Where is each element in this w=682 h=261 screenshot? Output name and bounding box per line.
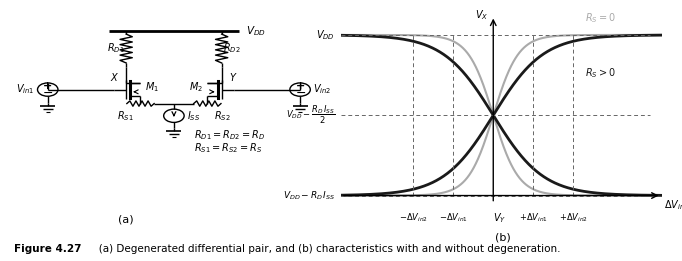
Text: $R_{S2}$: $R_{S2}$	[214, 109, 231, 123]
Text: $V_{DD}$: $V_{DD}$	[316, 28, 335, 42]
Text: $V_{DD}$: $V_{DD}$	[246, 24, 265, 38]
Text: $-$: $-$	[42, 86, 53, 99]
Text: $R_{D1}$: $R_{D1}$	[108, 42, 125, 55]
Text: Figure 4.27: Figure 4.27	[14, 245, 81, 254]
Text: $M_1$: $M_1$	[145, 80, 159, 94]
Text: $-\Delta V_{in1}$: $-\Delta V_{in1}$	[439, 212, 468, 224]
Text: $\Delta V_{in}$: $\Delta V_{in}$	[664, 198, 682, 212]
Text: (a): (a)	[119, 214, 134, 224]
Text: $R_S = 0$: $R_S = 0$	[585, 11, 617, 25]
Text: (b): (b)	[495, 233, 511, 242]
Text: +: +	[295, 81, 305, 92]
Text: $V_Y$: $V_Y$	[492, 212, 506, 226]
Text: $V_{in1}$: $V_{in1}$	[16, 83, 35, 97]
Text: $V_{DD} - \dfrac{R_D\,I_{SS}}{2}$: $V_{DD} - \dfrac{R_D\,I_{SS}}{2}$	[286, 104, 335, 126]
Text: $+\Delta V_{in2}$: $+\Delta V_{in2}$	[559, 212, 588, 224]
Text: $V_X$: $V_X$	[475, 8, 488, 22]
Text: $X$: $X$	[110, 71, 119, 83]
Text: $R_{D2}$: $R_{D2}$	[223, 42, 241, 55]
Text: $R_{S1} = R_{S2} = R_S$: $R_{S1} = R_{S2} = R_S$	[194, 141, 263, 155]
Text: $V_{in2}$: $V_{in2}$	[313, 83, 331, 97]
Text: $-\Delta V_{in2}$: $-\Delta V_{in2}$	[399, 212, 428, 224]
Text: $Y$: $Y$	[229, 71, 238, 83]
Text: $R_{D1} = R_{D2} = R_D$: $R_{D1} = R_{D2} = R_D$	[194, 128, 265, 142]
Text: $-$: $-$	[295, 86, 306, 99]
Text: $I_{SS}$: $I_{SS}$	[187, 109, 200, 123]
Text: $V_{DD} - R_D\,I_{SS}$: $V_{DD} - R_D\,I_{SS}$	[282, 189, 335, 202]
Text: $R_S > 0$: $R_S > 0$	[585, 66, 617, 80]
Text: +: +	[43, 81, 53, 92]
Text: (a) Degenerated differential pair, and (b) characteristics with and without dege: (a) Degenerated differential pair, and (…	[89, 245, 560, 254]
Text: $M_2$: $M_2$	[189, 80, 203, 94]
Text: $+\Delta V_{in1}$: $+\Delta V_{in1}$	[519, 212, 548, 224]
Text: $R_{S1}$: $R_{S1}$	[117, 109, 134, 123]
